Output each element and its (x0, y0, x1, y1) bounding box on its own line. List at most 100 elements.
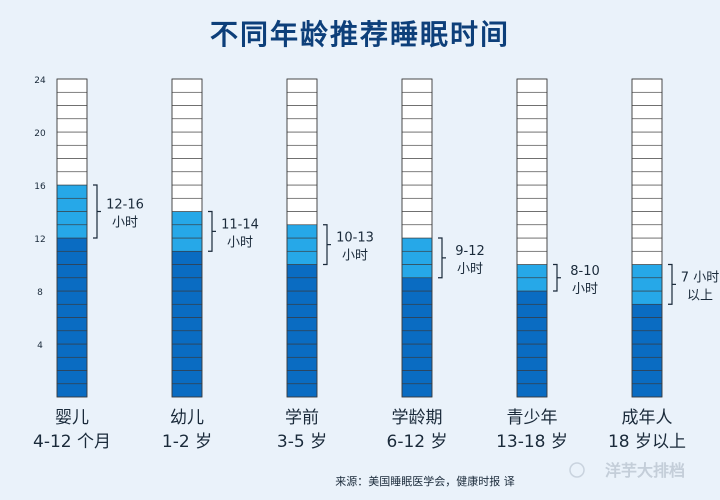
empty-hour-cell (631, 224, 663, 239)
range-unit-label: 小时 (457, 262, 483, 277)
base-hour-cell (631, 356, 663, 371)
base-hour-cell (286, 370, 318, 385)
base-hour-cell (401, 370, 433, 385)
empty-hour-cell (56, 171, 88, 186)
range-hour-cell (171, 237, 203, 252)
empty-hour-cell (286, 197, 318, 212)
category-age: 3-5 岁 (277, 432, 327, 452)
category-age: 13-18 岁 (496, 432, 568, 452)
base-hour-cell (516, 317, 548, 332)
empty-hour-cell (286, 91, 318, 106)
base-hour-cell (171, 317, 203, 332)
range-hour-cell (56, 184, 88, 199)
empty-hour-cell (286, 171, 318, 186)
y-tick-label: 20 (34, 129, 46, 139)
base-hour-cell (401, 290, 433, 305)
empty-hour-cell (401, 144, 433, 159)
empty-hour-cell (56, 118, 88, 133)
empty-hour-cell (401, 158, 433, 173)
empty-hour-cell (516, 224, 548, 239)
base-hour-cell (631, 303, 663, 318)
y-tick-label: 16 (34, 182, 46, 192)
base-hour-cell (516, 290, 548, 305)
empty-hour-cell (286, 105, 318, 120)
range-hour-cell (286, 250, 318, 265)
empty-hour-cell (56, 144, 88, 159)
base-hour-cell (286, 356, 318, 371)
empty-hour-cell (631, 184, 663, 199)
source-note: 来源：美国睡眠医学会，健康时报 译 (335, 474, 515, 488)
watermark-text: 洋芋大排档 (605, 461, 685, 480)
range-unit-label: 小时 (342, 249, 368, 264)
empty-hour-cell (516, 78, 548, 93)
base-hour-cell (286, 264, 318, 279)
empty-hour-cell (401, 171, 433, 186)
empty-hour-cell (516, 171, 548, 186)
category-age: 4-12 个月 (33, 432, 111, 452)
category-name: 成年人 (622, 408, 673, 428)
empty-hour-cell (401, 211, 433, 226)
range-bracket (93, 184, 98, 239)
base-hour-cell (56, 277, 88, 292)
range-label: 11-14 (221, 217, 259, 232)
empty-hour-cell (171, 144, 203, 159)
base-hour-cell (401, 330, 433, 345)
base-hour-cell (631, 383, 663, 398)
base-hour-cell (56, 264, 88, 279)
base-hour-cell (56, 250, 88, 265)
range-unit-label: 小时 (572, 282, 598, 297)
base-hour-cell (56, 237, 88, 252)
range-hour-cell (401, 264, 433, 279)
base-hour-cell (56, 343, 88, 358)
empty-hour-cell (286, 118, 318, 133)
category-name: 学前 (285, 408, 319, 428)
base-hour-cell (516, 343, 548, 358)
empty-hour-cell (401, 118, 433, 133)
empty-hour-cell (631, 105, 663, 120)
range-bracket (553, 263, 558, 292)
range-label: 10-13 (336, 231, 374, 246)
empty-hour-cell (516, 105, 548, 120)
base-hour-cell (516, 383, 548, 398)
empty-hour-cell (56, 158, 88, 173)
bar-outline (516, 78, 548, 398)
base-hour-cell (56, 383, 88, 398)
y-tick-label: 24 (34, 76, 46, 86)
base-hour-cell (171, 343, 203, 358)
range-hour-cell (286, 237, 318, 252)
empty-hour-cell (286, 211, 318, 226)
base-hour-cell (286, 290, 318, 305)
bar-outline (631, 78, 663, 398)
base-hour-cell (56, 317, 88, 332)
range-hour-cell (56, 211, 88, 226)
base-hour-cell (171, 250, 203, 265)
range-bracket (438, 237, 443, 279)
empty-hour-cell (516, 131, 548, 146)
empty-hour-cell (631, 78, 663, 93)
range-hour-cell (631, 290, 663, 305)
empty-hour-cell (286, 144, 318, 159)
range-label: 7 小时 (681, 270, 719, 285)
empty-hour-cell (56, 105, 88, 120)
range-hour-cell (171, 211, 203, 226)
range-label: 9-12 (455, 244, 485, 259)
base-hour-cell (631, 317, 663, 332)
base-hour-cell (516, 370, 548, 385)
range-hour-cell (631, 277, 663, 292)
range-hour-cell (401, 237, 433, 252)
base-hour-cell (401, 343, 433, 358)
base-hour-cell (286, 277, 318, 292)
empty-hour-cell (631, 197, 663, 212)
base-hour-cell (286, 317, 318, 332)
base-hour-cell (56, 303, 88, 318)
base-hour-cell (171, 303, 203, 318)
empty-hour-cell (171, 171, 203, 186)
empty-hour-cell (631, 131, 663, 146)
empty-hour-cell (286, 184, 318, 199)
empty-hour-cell (401, 91, 433, 106)
empty-hour-cell (631, 237, 663, 252)
base-hour-cell (171, 370, 203, 385)
empty-hour-cell (171, 78, 203, 93)
range-hour-cell (516, 264, 548, 279)
